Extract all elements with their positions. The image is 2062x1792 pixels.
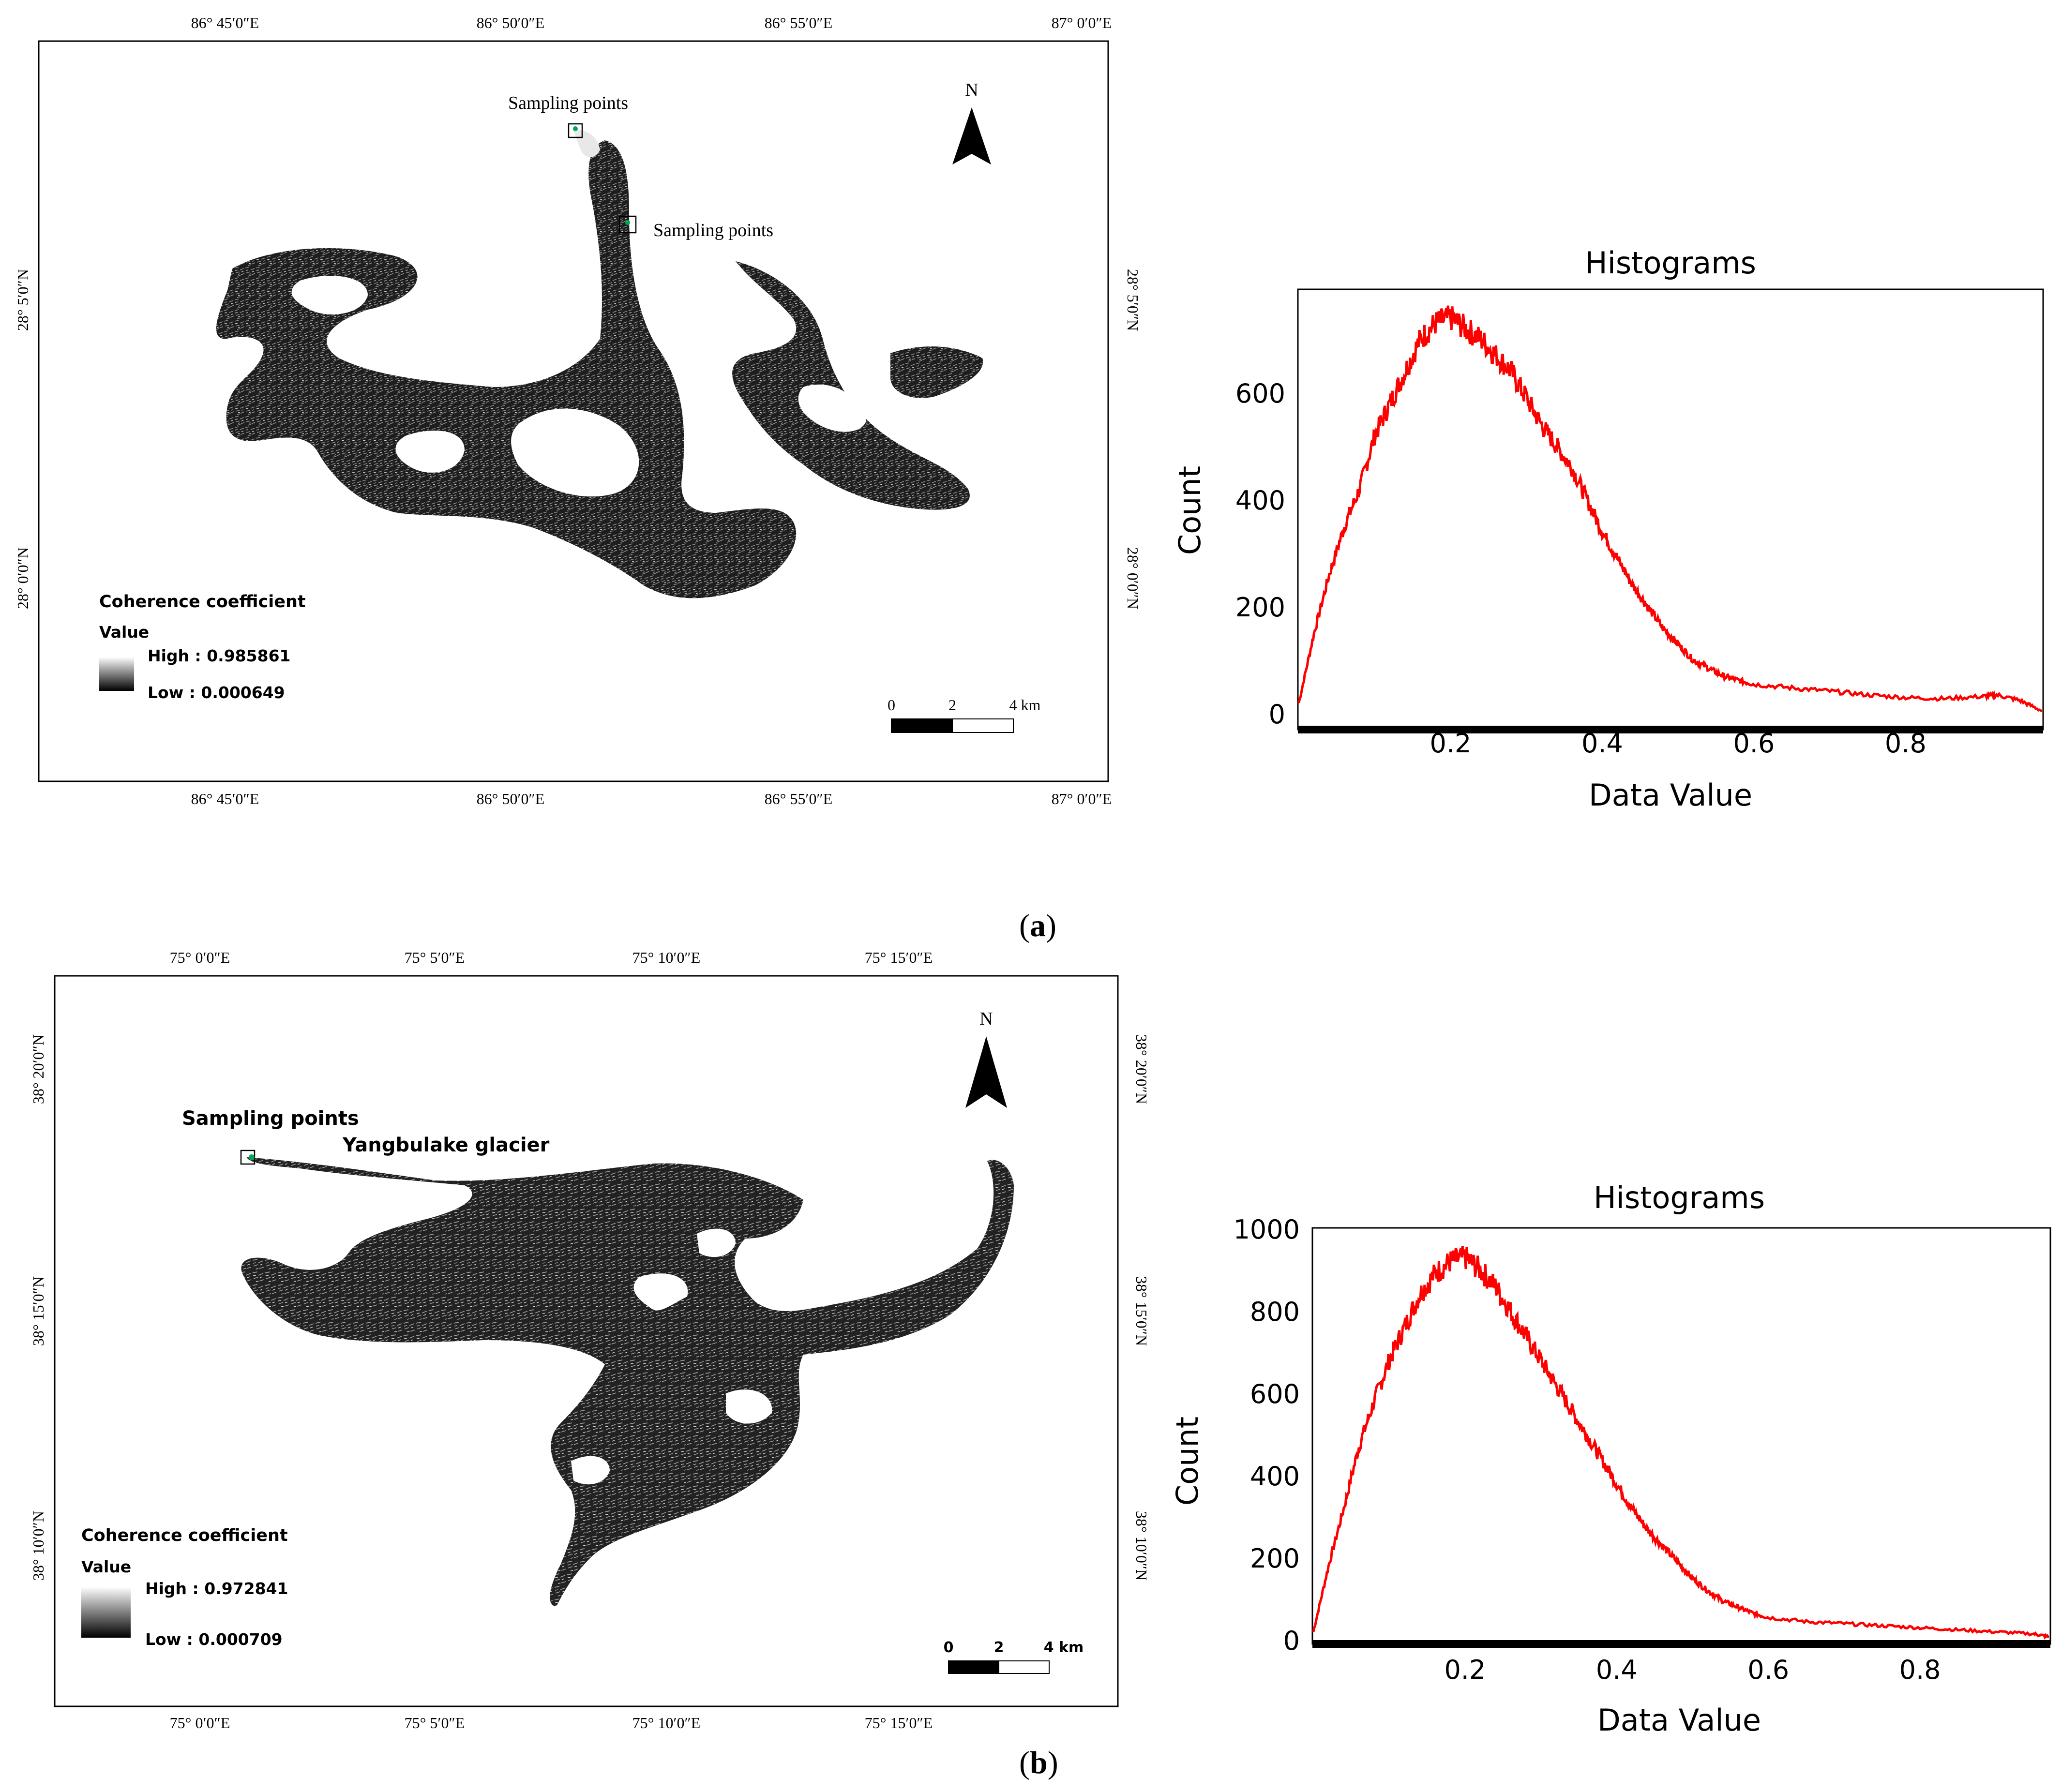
lon-tick-top: 86° 55′0″E xyxy=(765,14,833,31)
histogram-chart-b: Histograms Count Data Value 0 200 400 600 80… xyxy=(1170,1180,2051,1738)
y-tick-label: 400 xyxy=(1250,1461,1300,1492)
x-axis-bar xyxy=(1298,726,2043,733)
lat-tick-right: 28° 5′0″N xyxy=(1124,269,1142,331)
lat-tick-right: 28° 0′0″N xyxy=(1124,547,1142,609)
legend-high-value: High : 0.972841 xyxy=(145,1579,288,1598)
lon-tick-top: 75° 15′0″E xyxy=(865,949,933,966)
scale-label: 4 km xyxy=(1044,1639,1084,1656)
scale-label: 2 xyxy=(994,1639,1004,1656)
legend-high-value: High : 0.985861 xyxy=(148,646,291,665)
y-axis-label: Count xyxy=(1172,466,1207,555)
lat-tick-left: 38° 10′0″N xyxy=(30,1511,47,1581)
lat-tick-left: 38° 15′0″N xyxy=(30,1276,47,1346)
x-tick-label: 0.8 xyxy=(1885,728,1927,759)
lat-tick-right: 38° 20′0″N xyxy=(1133,1034,1150,1104)
sampling-point-dot xyxy=(625,220,630,225)
lon-tick-bottom: 75° 0′0″E xyxy=(170,1714,230,1732)
sampling-point-marker xyxy=(568,123,583,138)
sampling-point-marker xyxy=(618,215,637,234)
x-tick-label: 0.4 xyxy=(1596,1655,1638,1685)
legend-subtitle: Value xyxy=(81,1557,131,1576)
sampling-point-dot xyxy=(573,126,578,131)
plot-frame xyxy=(1297,288,2044,731)
x-tick-label: 0.4 xyxy=(1581,728,1623,759)
lon-tick-bottom: 75° 10′0″E xyxy=(632,1714,701,1732)
scale-label: 2 xyxy=(948,696,956,714)
lon-tick-top: 75° 0′0″E xyxy=(170,949,230,966)
lon-tick-bottom: 87° 0′0″E xyxy=(1052,790,1112,807)
sampling-point-dot xyxy=(249,1154,255,1160)
series-line xyxy=(1297,305,2043,712)
legend-low-value: Low : 0.000709 xyxy=(145,1630,283,1649)
map-legend: Coherence coefficient Value High : 0.985… xyxy=(99,592,306,702)
chart-title: Histograms xyxy=(1594,1180,1765,1215)
lat-tick-right: 38° 10′0″N xyxy=(1133,1511,1150,1581)
annotation-sampling-points: Sampling points xyxy=(182,1107,359,1130)
x-axis-label: Data Value xyxy=(1589,777,1752,813)
lon-tick-bottom: 75° 5′0″E xyxy=(405,1714,465,1732)
histogram-chart-a: Histograms Count Data Value 0 200 400 600 0… xyxy=(1172,245,2044,813)
x-tick-label: 0.6 xyxy=(1747,1655,1789,1685)
legend-color-ramp xyxy=(81,1587,131,1638)
glacier-coherence-map xyxy=(241,1157,1014,1606)
north-arrow-icon: N xyxy=(965,1009,1007,1108)
map-panel-b: 75° 0′0″E 75° 5′0″E 75° 10′0″E 75° 15′0″… xyxy=(30,949,1150,1732)
lat-tick-right: 38° 15′0″N xyxy=(1133,1276,1150,1346)
x-tick-label: 0.2 xyxy=(1430,728,1472,759)
annotation-sampling-points: Sampling points xyxy=(508,93,628,113)
lat-tick-left: 38° 20′0″N xyxy=(30,1034,47,1104)
glacier-coherence-map xyxy=(216,130,983,598)
x-axis-bar xyxy=(1312,1640,2050,1648)
scale-bar: 0 2 4 km xyxy=(944,1639,1084,1674)
scale-bar: 0 2 4 km xyxy=(888,696,1041,733)
lat-tick-left: 28° 0′0″N xyxy=(14,547,31,609)
map-legend: Coherence coefficient Value High : 0.972… xyxy=(81,1526,288,1649)
annotation-sampling-points: Sampling points xyxy=(653,220,773,240)
x-tick-label: 0.2 xyxy=(1444,1655,1486,1685)
panel-caption-a: (a) xyxy=(1019,908,1056,943)
y-tick-label: 400 xyxy=(1235,485,1285,516)
y-tick-label: 600 xyxy=(1235,378,1285,409)
lon-tick-bottom: 75° 15′0″E xyxy=(865,1714,933,1732)
legend-title: Coherence coefficient xyxy=(99,592,306,612)
y-tick-label: 800 xyxy=(1250,1297,1300,1327)
lon-tick-top: 75° 5′0″E xyxy=(405,949,465,966)
y-tick-label: 1000 xyxy=(1234,1214,1300,1245)
panel-caption-b: (b) xyxy=(1019,1745,1058,1780)
lon-tick-bottom: 86° 55′0″E xyxy=(765,790,833,807)
lon-tick-bottom: 86° 45′0″E xyxy=(191,790,259,807)
lon-tick-top: 87° 0′0″E xyxy=(1052,14,1112,31)
legend-subtitle: Value xyxy=(99,623,149,642)
north-label: N xyxy=(979,1009,993,1029)
y-tick-label: 200 xyxy=(1250,1543,1300,1574)
x-axis-label: Data Value xyxy=(1597,1702,1761,1738)
legend-title: Coherence coefficient xyxy=(81,1526,288,1545)
lon-tick-top: 86° 45′0″E xyxy=(191,14,259,31)
scale-label: 0 xyxy=(944,1639,954,1656)
lat-tick-left: 28° 5′0″N xyxy=(14,269,31,331)
annotation-glacier-name: Yangbulake glacier xyxy=(342,1134,550,1156)
y-tick-label: 0 xyxy=(1269,699,1285,730)
legend-color-ramp xyxy=(99,657,134,691)
scale-label: 0 xyxy=(888,696,895,714)
north-arrow-icon: N xyxy=(952,80,991,164)
lon-tick-top: 75° 10′0″E xyxy=(632,949,701,966)
lon-tick-bottom: 86° 50′0″E xyxy=(477,790,545,807)
legend-low-value: Low : 0.000649 xyxy=(148,683,285,702)
map-panel-a: 86° 45′0″E 86° 50′0″E 86° 55′0″E 87° 0′0… xyxy=(14,14,1142,807)
north-label: N xyxy=(965,80,978,100)
y-tick-label: 600 xyxy=(1250,1379,1300,1409)
lon-tick-top: 86° 50′0″E xyxy=(477,14,545,31)
y-tick-label: 200 xyxy=(1235,592,1285,623)
chart-title: Histograms xyxy=(1585,245,1756,281)
x-tick-label: 0.6 xyxy=(1733,728,1775,759)
y-tick-label: 0 xyxy=(1283,1626,1300,1656)
series-line xyxy=(1312,1245,2049,1640)
x-tick-label: 0.8 xyxy=(1899,1655,1941,1685)
y-axis-label: Count xyxy=(1170,1417,1205,1506)
scale-label: 4 km xyxy=(1009,696,1041,714)
